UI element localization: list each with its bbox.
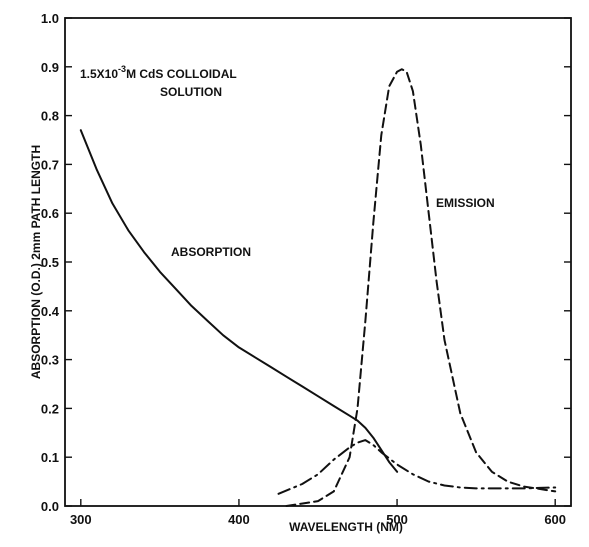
x-tick-label: 400 xyxy=(228,512,250,527)
y-tick-label: 0.1 xyxy=(41,450,59,465)
absorption-curve xyxy=(79,129,399,473)
y-tick-label: 0.3 xyxy=(41,353,59,368)
ticks xyxy=(65,17,571,507)
x-tick-label: 600 xyxy=(544,512,566,527)
emission-annotation: EMISSION xyxy=(436,196,495,210)
y-tick-label: 0.2 xyxy=(41,401,59,416)
y-tick-label: 0.9 xyxy=(41,60,59,75)
y-tick-label: 0.8 xyxy=(41,109,59,124)
y-tick-label: 0.0 xyxy=(41,499,59,514)
y-tick-label: 0.5 xyxy=(41,255,59,270)
solution-annotation-text: 1.5X10 xyxy=(80,67,118,81)
emission-curve xyxy=(285,68,557,507)
tick-labels: 300 400 500 600 0.0 0.1 0.2 0.3 0.4 0.5 0.6 0.7 0.8 0… xyxy=(41,11,566,527)
dash-dot-curve xyxy=(277,439,557,495)
y-axis-label: ABSORPTION (O.D.) 2mm PATH LENGTH xyxy=(29,145,43,379)
absorption-annotation: ABSORPTION xyxy=(171,245,251,259)
solution-annotation-rest: M CdS COLLOIDAL xyxy=(126,67,237,81)
y-tick-label: 0.6 xyxy=(41,206,59,221)
x-axis-label: WAVELENGTH (NM) xyxy=(289,520,403,534)
solution-annotation-sup: -3 xyxy=(118,64,126,74)
x-tick-label: 300 xyxy=(70,512,92,527)
y-tick-label: 1.0 xyxy=(41,11,59,26)
plot-frame xyxy=(64,17,572,507)
solution-annotation-line2: SOLUTION xyxy=(160,85,222,99)
series-layer xyxy=(79,68,557,507)
y-tick-label: 0.4 xyxy=(41,304,60,319)
solution-annotation-line1: 1.5X10-3M CdS COLLOIDAL xyxy=(80,64,237,81)
x-tick-label: 500 xyxy=(386,512,408,527)
y-tick-label: 0.7 xyxy=(41,157,59,172)
